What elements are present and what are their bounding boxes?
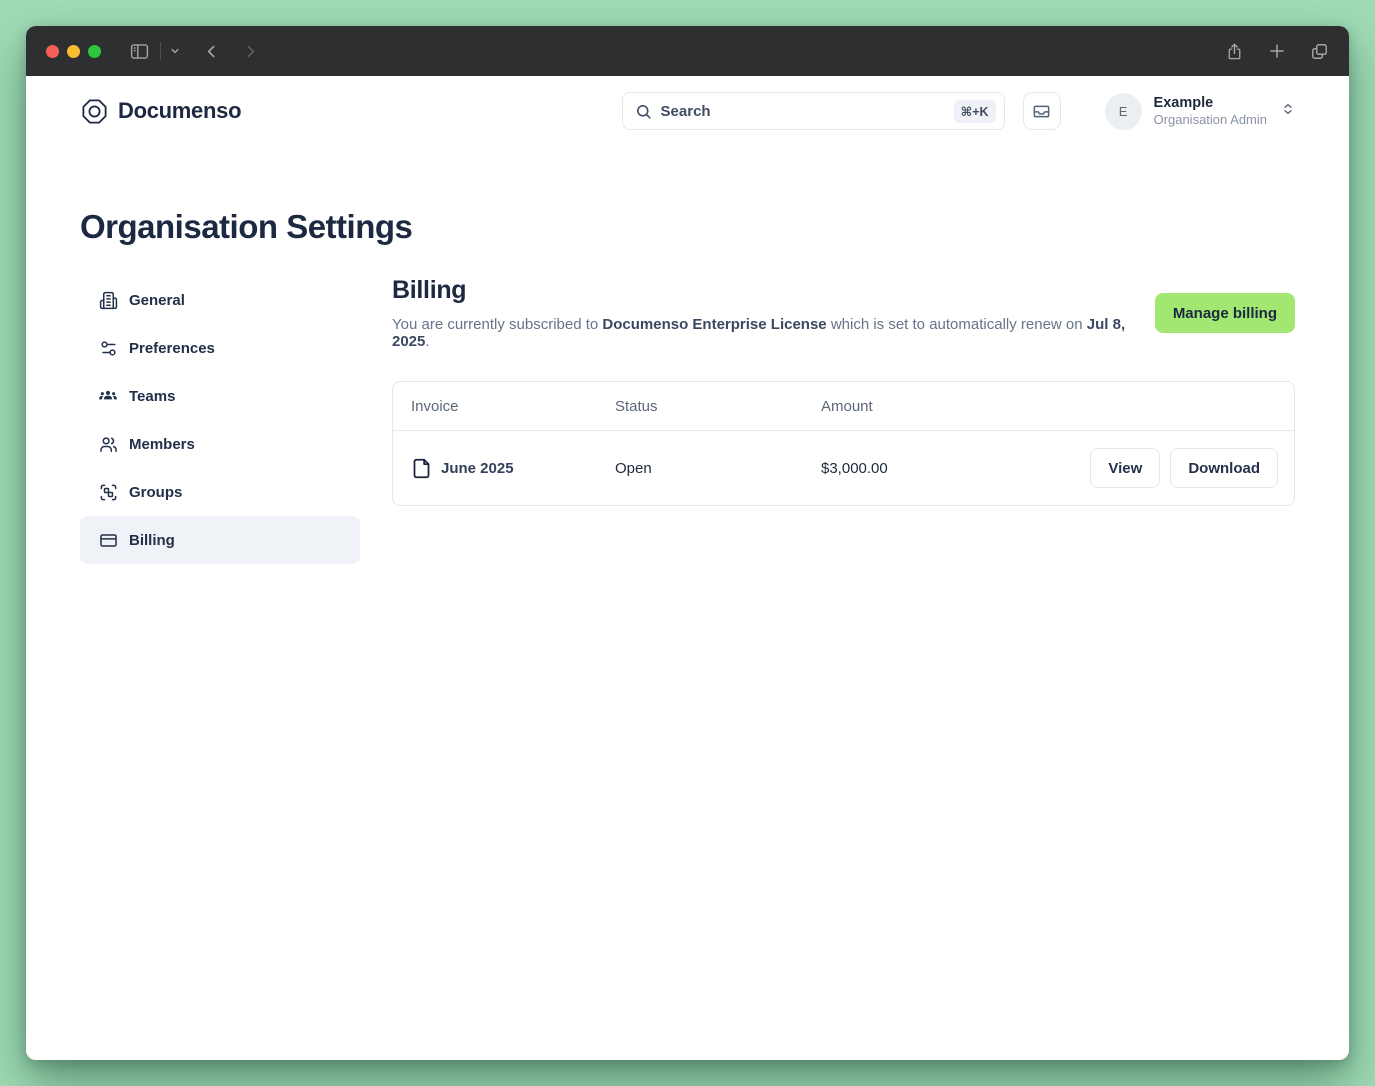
browser-window: Documenso Search ⌘+K E [26, 26, 1349, 1060]
view-invoice-button[interactable]: View [1090, 448, 1161, 488]
inbox-button[interactable] [1022, 92, 1061, 130]
sidebar-item-label: Groups [129, 483, 183, 501]
brand-name: Documenso [118, 98, 242, 123]
column-header-amount: Amount [821, 397, 873, 415]
renewal-date: Jul 8, 2025 [392, 316, 1126, 350]
search-shortcut-badge: ⌘+K [953, 99, 996, 123]
invoice-status: Open [615, 459, 652, 477]
billing-panel: Billing You are currently subscribed to … [392, 276, 1295, 506]
forward-icon [242, 43, 259, 60]
user-name: Example [1153, 94, 1214, 111]
invoices-table-header: Invoice Status Amount [393, 382, 1294, 431]
documenso-badge-icon [82, 98, 107, 124]
invoice-amount: $3,000.00 [821, 459, 888, 477]
download-invoice-button[interactable]: Download [1170, 448, 1278, 488]
file-icon [411, 458, 432, 479]
search-placeholder: Search [660, 102, 711, 120]
inbox-icon [1033, 105, 1050, 117]
minimize-window-button[interactable] [67, 44, 80, 58]
manage-billing-button[interactable]: Manage billing [1154, 293, 1295, 333]
titlebar-divider [160, 42, 161, 60]
back-icon[interactable] [203, 43, 220, 60]
user-menu[interactable]: E Example Organisation Admin [1104, 92, 1295, 130]
sliders-icon [98, 339, 118, 358]
app-header: Documenso Search ⌘+K E [26, 76, 1349, 146]
settings-sidebar: General Preferences [80, 276, 360, 564]
share-icon[interactable] [1225, 42, 1244, 61]
documenso-logo[interactable]: Documenso [80, 97, 242, 126]
credit-card-icon [98, 531, 118, 550]
sidebar-item-members[interactable]: Members [80, 420, 360, 468]
sidebar-toggle-icon[interactable] [129, 41, 150, 62]
page-content: Documenso Search ⌘+K E [26, 76, 1349, 1060]
billing-heading: Billing [392, 276, 467, 304]
sidebar-item-billing[interactable]: Billing [80, 516, 360, 564]
sidebar-item-label: Preferences [129, 339, 215, 357]
chevron-down-icon[interactable] [169, 45, 181, 57]
tab-overview-icon[interactable] [1310, 42, 1329, 61]
table-row: June 2025 Open $3,000.00 View Download [393, 431, 1294, 505]
chevrons-up-down-icon [1281, 102, 1295, 121]
sidebar-item-teams[interactable]: Teams [80, 372, 360, 420]
search-icon [635, 103, 652, 120]
sidebar-item-label: Members [129, 435, 195, 453]
teams-icon [98, 386, 118, 406]
close-window-button[interactable] [46, 44, 59, 58]
sidebar-item-label: Billing [129, 531, 175, 549]
sidebar-item-preferences[interactable]: Preferences [80, 324, 360, 372]
invoices-table: Invoice Status Amount [392, 381, 1295, 506]
sidebar-item-groups[interactable]: Groups [80, 468, 360, 516]
subscription-plan-name: Documenso Enterprise License [602, 316, 827, 333]
column-header-status: Status [615, 397, 658, 415]
avatar: E [1104, 92, 1142, 130]
group-icon [98, 483, 118, 502]
column-header-invoice: Invoice [411, 397, 459, 415]
new-tab-icon[interactable] [1268, 42, 1286, 60]
subscription-description: You are currently subscribed to Documens… [392, 316, 1126, 350]
sidebar-item-label: Teams [129, 387, 176, 405]
traffic-lights [46, 44, 101, 58]
user-role: Organisation Admin [1153, 111, 1267, 127]
building-icon [98, 291, 118, 310]
sidebar-item-general[interactable]: General [80, 276, 360, 324]
invoice-name: June 2025 [441, 459, 514, 477]
users-icon [98, 435, 118, 454]
browser-titlebar [26, 26, 1349, 76]
sidebar-item-label: General [129, 291, 185, 309]
search-input[interactable]: Search ⌘+K [621, 92, 1005, 130]
zoom-window-button[interactable] [88, 44, 101, 58]
page-title: Organisation Settings [80, 208, 413, 245]
